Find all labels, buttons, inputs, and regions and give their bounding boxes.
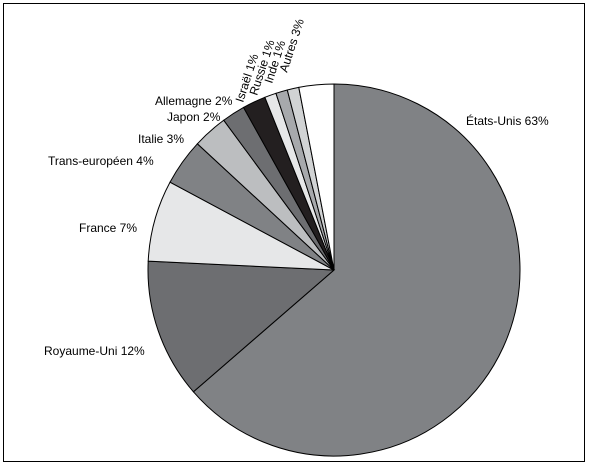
pie-slices — [147, 83, 521, 457]
pie-slice-label: Trans-européen 4% — [48, 154, 154, 168]
pie-chart: États-Unis 63% Royaume-Uni 12% France 7% Tr… — [44, 17, 549, 457]
pie-slice — [147, 260, 336, 393]
pie-slice-label: Japon 2% — [167, 110, 221, 124]
pie-slice — [298, 83, 335, 271]
pie-slice-label: France 7% — [79, 221, 137, 235]
pie-slice-label: Italie 3% — [138, 132, 184, 146]
pie-slice-label: Royaume-Uni 12% — [44, 344, 145, 358]
pie-slice-label: États-Unis 63% — [466, 113, 549, 128]
pie-slice-label: Allemagne 2% — [155, 94, 233, 108]
pie-slice — [192, 83, 521, 457]
chart-frame: États-Unis 63% Royaume-Uni 12% France 7% Tr… — [3, 3, 585, 462]
